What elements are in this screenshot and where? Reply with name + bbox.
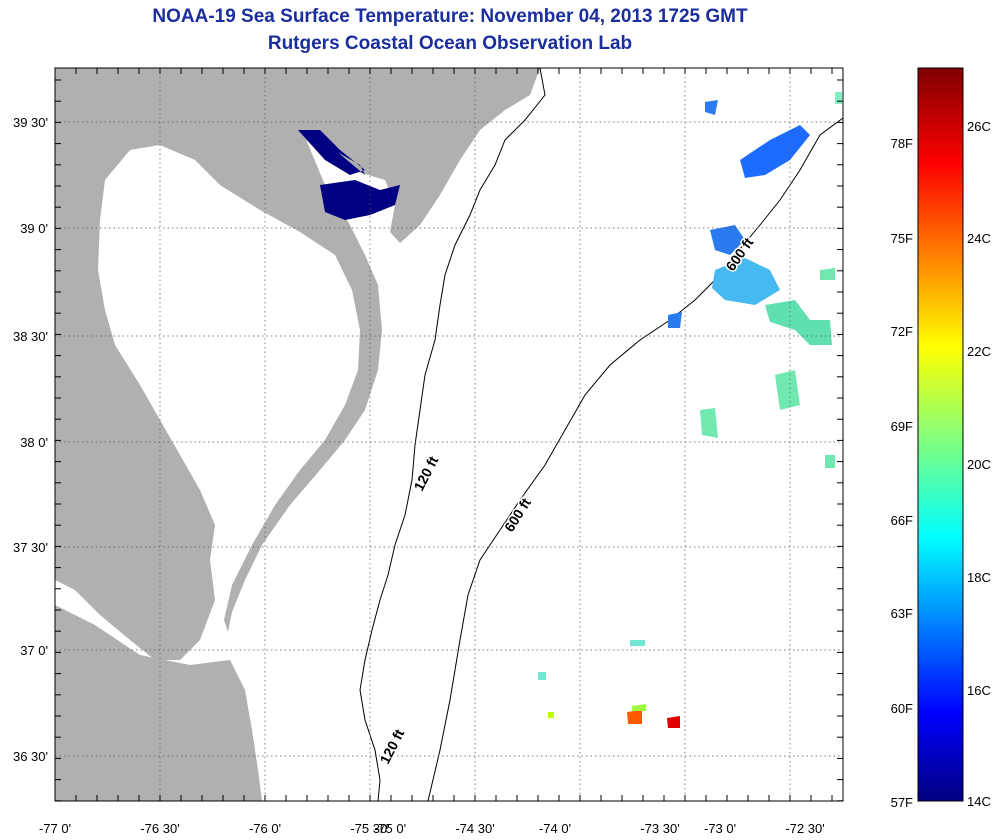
lat-label: 36 30' [13,749,48,764]
lat-label: 38 0' [20,435,48,450]
lon-labels: -77 0' -76 30' -76 0' -75 30' -75 0' -74… [39,821,825,836]
lon-label: -73 0' [704,821,736,836]
warm-eddy-patch-4 [548,712,554,718]
colorbar-c-label: 26C [967,119,991,134]
land-layer [55,68,540,801]
warm-eddy-patch-3 [632,704,646,711]
lon-label: -73 30' [640,821,679,836]
delaware-bay-cold-patch [298,130,365,175]
colorbar-c-label: 16C [967,683,991,698]
offshore-green-patch [765,300,832,345]
colorbar-c-label: 20C [967,457,991,472]
offshore-green-patch-3 [700,408,718,438]
lat-label: 39 30' [13,115,48,130]
sst-data [298,92,842,728]
offshore-green-patch-4 [820,268,835,280]
colorbar-f-labels: 78F 75F 72F 69F 66F 63F 60F 57F [891,136,913,810]
virginia-south-land [55,605,262,801]
shelf-break-small-blue [705,100,718,115]
virginia-peninsula-land [55,300,180,585]
offshore-green-patch-6 [835,92,842,104]
warm-eddy-patch [627,710,642,724]
lon-label: -76 0' [249,821,281,836]
grid [55,68,843,801]
delaware-bay-cold-patch-2 [320,180,400,220]
offshore-green-patch-2 [775,370,800,410]
lon-label: -76 30' [140,821,179,836]
scatter-cyan-patch-2 [630,640,645,646]
lat-label: 37 0' [20,643,48,658]
colorbar-c-label: 24C [967,231,991,246]
colorbar-f-label: 60F [891,701,913,716]
new-jersey-land [290,68,540,243]
map-title: NOAA-19 Sea Surface Temperature: Novembe… [152,6,748,27]
lon-label: -75 0' [374,821,406,836]
lat-label: 37 30' [13,540,48,555]
colorbar-f-label: 78F [891,136,913,151]
colorbar-c-labels: 26C 24C 22C 20C 18C 16C 14C [967,119,991,809]
map-subtitle: Rutgers Coastal Ocean Observation Lab [267,33,633,54]
shelf-break-blue-patch-2 [710,225,745,255]
lon-label: -77 0' [39,821,71,836]
colorbar-f-label: 63F [891,606,913,621]
colorbar [917,67,964,802]
warm-eddy-patch-2 [667,716,680,728]
lon-label: -75 30' [350,821,389,836]
colorbar-c-label: 18C [967,570,991,585]
colorbar-f-label: 66F [891,513,913,528]
shelf-break-cyan-patch [712,258,780,305]
shelf-break-blue-patch [740,125,810,178]
lat-label: 39 0' [20,221,48,236]
lon-label: -72 30' [785,821,824,836]
colorbar-c-label: 14C [967,794,991,809]
contour-120ft [359,67,546,802]
colorbar-c-label: 22C [967,344,991,359]
colorbar-f-label: 75F [891,231,913,246]
colorbar-f-label: 69F [891,419,913,434]
colorbar-f-label: 57F [891,795,913,810]
lat-labels: 39 30' 39 0' 38 30' 38 0' 37 30' 37 0' 3… [13,115,48,764]
lon-label: -74 30' [455,821,494,836]
map-frame [54,67,844,802]
scatter-cyan-patch [538,672,546,680]
lat-label: 38 30' [13,329,48,344]
lon-label: -74 0' [539,821,571,836]
colorbar-f-label: 72F [891,324,913,339]
shelf-break-small-blue-2 [668,312,682,328]
contour-600ft [427,117,844,802]
offshore-green-patch-5 [825,455,835,468]
